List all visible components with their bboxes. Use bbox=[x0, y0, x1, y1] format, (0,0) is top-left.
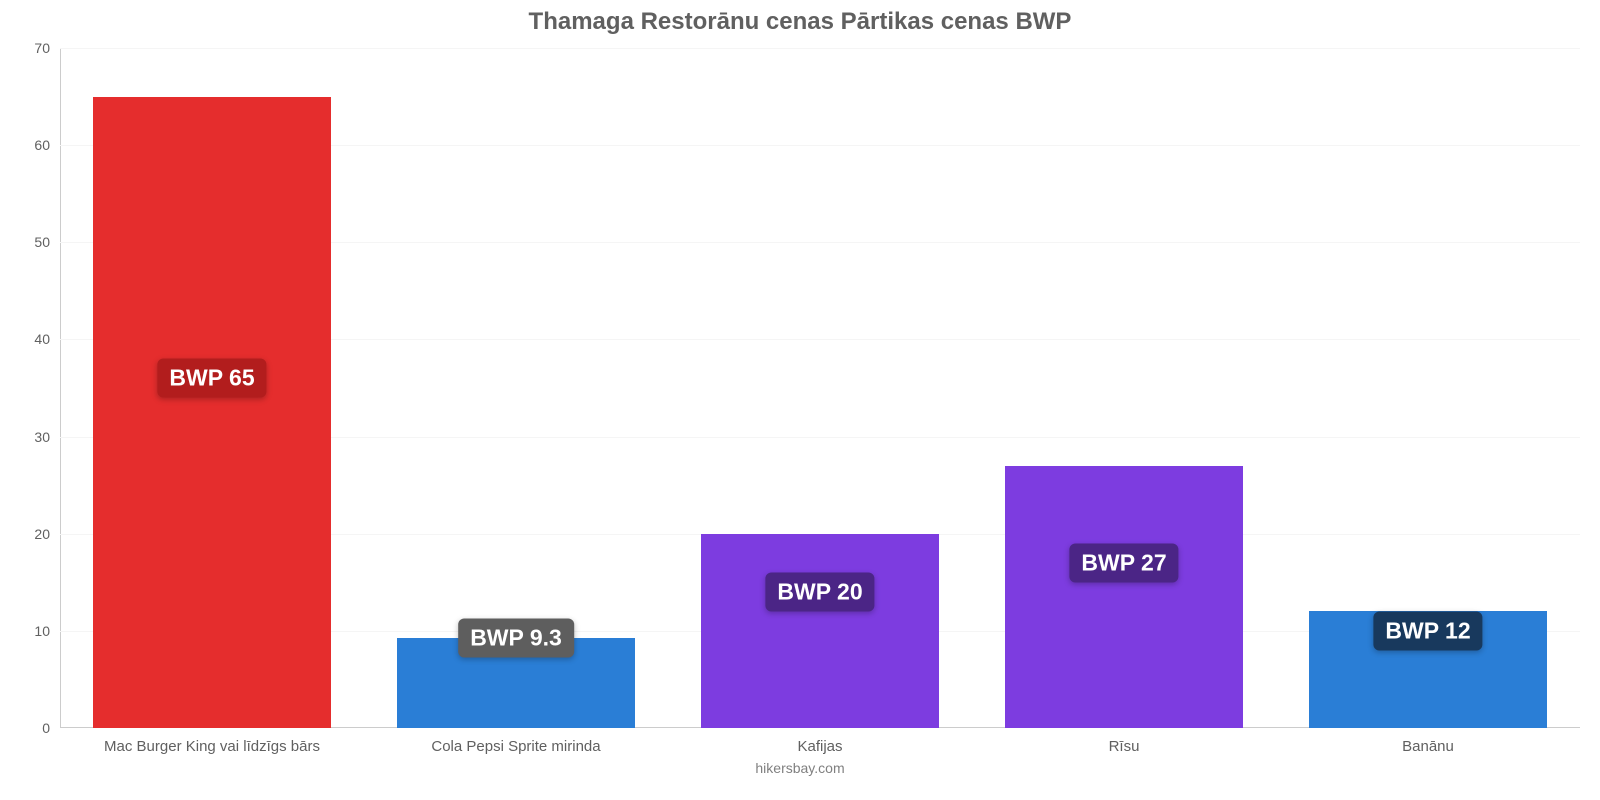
x-tick-label: Cola Pepsi Sprite mirinda bbox=[431, 738, 600, 755]
bar bbox=[701, 534, 938, 728]
y-tick-label: 50 bbox=[10, 234, 50, 250]
value-badge: BWP 12 bbox=[1373, 611, 1482, 650]
x-tick-label: Kafijas bbox=[797, 738, 842, 755]
y-tick-label: 10 bbox=[10, 623, 50, 639]
x-tick-label: Banānu bbox=[1402, 738, 1454, 755]
bar bbox=[1005, 466, 1242, 728]
value-badge: BWP 27 bbox=[1069, 543, 1178, 582]
chart-title: Thamaga Restorānu cenas Pārtikas cenas B… bbox=[0, 0, 1600, 36]
y-tick-label: 0 bbox=[10, 720, 50, 736]
bar bbox=[93, 97, 330, 728]
y-tick-label: 30 bbox=[10, 429, 50, 445]
x-tick-label: Mac Burger King vai līdzīgs bārs bbox=[104, 738, 320, 755]
y-tick-label: 20 bbox=[10, 526, 50, 542]
value-badge: BWP 9.3 bbox=[458, 618, 574, 657]
y-tick-label: 70 bbox=[10, 40, 50, 56]
gridline bbox=[60, 48, 1580, 49]
x-tick-label: Rīsu bbox=[1109, 738, 1140, 755]
y-axis bbox=[60, 48, 61, 728]
y-tick-label: 60 bbox=[10, 137, 50, 153]
value-badge: BWP 20 bbox=[765, 573, 874, 612]
value-badge: BWP 65 bbox=[157, 359, 266, 398]
price-chart: Thamaga Restorānu cenas Pārtikas cenas B… bbox=[0, 0, 1600, 800]
plot-area: 010203040506070Mac Burger King vai līdzī… bbox=[60, 48, 1580, 728]
y-tick-label: 40 bbox=[10, 331, 50, 347]
attribution-text: hikersbay.com bbox=[755, 760, 844, 776]
